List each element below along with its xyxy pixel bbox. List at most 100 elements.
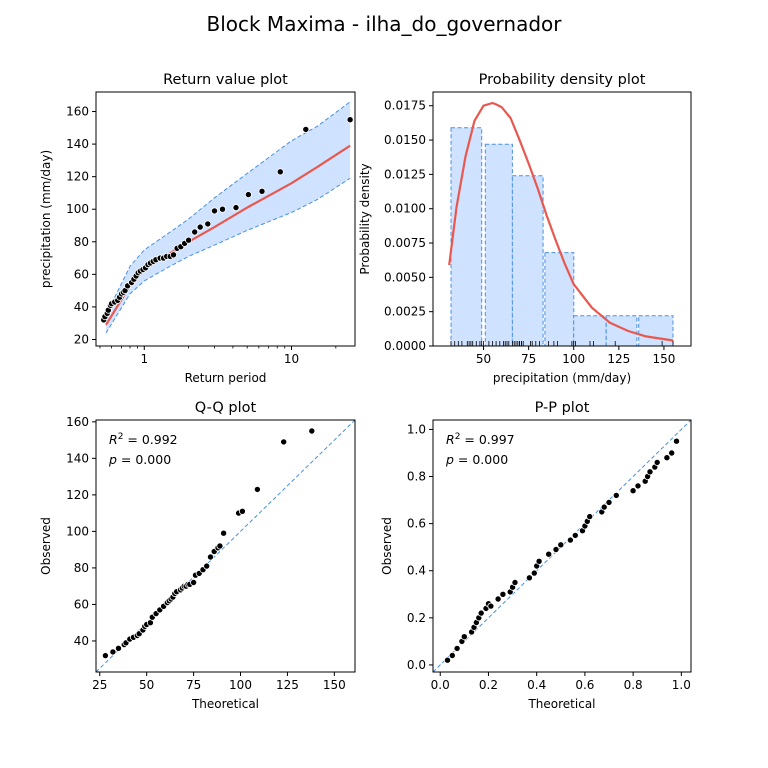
- data-point: [668, 449, 676, 457]
- data-point: [499, 590, 507, 598]
- y-tick-label: 0.0: [407, 658, 426, 672]
- panel-return: Return value plot 1 10 20 40 60 80 100 120 140 160…: [39, 72, 356, 385]
- data-point: [612, 491, 620, 499]
- data-point: [308, 427, 316, 435]
- x-tick-label: 1.0: [672, 678, 691, 692]
- y-tick-label: 0.0075: [384, 236, 426, 250]
- pdf-line: [448, 101, 674, 342]
- x-tick-label: 150: [323, 678, 346, 692]
- p-annotation: p = 0.000: [108, 452, 171, 467]
- x-axis-label: Return period: [185, 371, 267, 385]
- data-point: [605, 498, 613, 506]
- data-point: [276, 168, 284, 176]
- data-point: [238, 507, 246, 515]
- y-tick-label: 1.0: [407, 422, 426, 436]
- data-point: [346, 116, 354, 124]
- panel-title: Probability density plot: [479, 72, 646, 88]
- x-tick-label: 0.2: [479, 678, 498, 692]
- y-tick-label: 0.0025: [384, 305, 426, 319]
- r2-value: = 0.997: [460, 432, 514, 447]
- data-point: [115, 644, 123, 652]
- data-point: [653, 458, 661, 466]
- histogram-bar: [544, 252, 575, 346]
- data-point: [545, 550, 553, 558]
- y-tick-label: 120: [66, 170, 89, 184]
- r2-superscript: 2: [455, 432, 461, 442]
- data-point: [185, 236, 193, 244]
- y-tick-label: 160: [66, 105, 89, 119]
- figure-title: Block Maxima - ilha_do_governador: [206, 12, 562, 36]
- plot-area: [96, 420, 355, 672]
- x-tick-label: 100: [562, 352, 585, 366]
- data-point: [673, 437, 681, 445]
- y-tick-label: 40: [74, 300, 89, 314]
- plot-area: [448, 101, 674, 346]
- axes-frame: [95, 419, 356, 673]
- p-annotation: p = 0.000: [445, 452, 508, 467]
- y-tick-label: 120: [66, 488, 89, 502]
- r2-value: = 0.992: [123, 432, 177, 447]
- x-tick-label: 0.8: [624, 678, 643, 692]
- reference-line: [96, 420, 355, 672]
- panel-qq: Q-Q plot R2 = 0.992 p = 0.000 25 50 75 100 125 1…: [39, 400, 356, 711]
- y-tick-label: 140: [66, 137, 89, 151]
- ci-upper-line: [105, 101, 351, 316]
- y-tick-label: 20: [74, 332, 89, 346]
- data-point: [220, 529, 228, 537]
- y-tick-label: 100: [66, 202, 89, 216]
- data-point: [210, 207, 218, 215]
- y-axis-label: Observed: [380, 517, 394, 575]
- y-tick-label: 0.0100: [384, 202, 426, 216]
- chart-panels: Return value plot 1 10 20 40 60 80 100 120 140 160…: [39, 72, 692, 711]
- data-point: [557, 541, 565, 549]
- y-tick-label: 60: [74, 267, 89, 281]
- y-tick-label: 0.0000: [384, 339, 426, 353]
- panel-title: P-P plot: [535, 400, 590, 416]
- data-point: [477, 609, 485, 617]
- data-point: [216, 542, 224, 550]
- y-axis-label: precipitation (mm/day): [39, 150, 53, 288]
- x-axis-label: precipitation (mm/day): [493, 371, 631, 385]
- x-tick-label: 10: [284, 352, 299, 366]
- data-point: [206, 553, 214, 561]
- data-point: [460, 633, 468, 641]
- ci-lower-line: [105, 177, 351, 334]
- data-point: [232, 204, 240, 212]
- y-tick-label: 0.2: [407, 611, 426, 625]
- histogram-bar: [450, 127, 483, 346]
- x-tick-label: 0.0: [431, 678, 450, 692]
- data-point: [448, 652, 456, 660]
- y-tick-label: 80: [74, 561, 89, 575]
- x-axis-label: Theoretical: [527, 697, 595, 711]
- r2-annotation: R2 = 0.997: [446, 432, 515, 447]
- y-tick-label: 100: [66, 524, 89, 538]
- x-axis-label: Theoretical: [191, 697, 259, 711]
- data-point: [302, 125, 310, 133]
- x-tick-label: 125: [276, 678, 299, 692]
- plot-area: [100, 101, 354, 334]
- histogram-bar: [484, 143, 513, 346]
- y-tick-label: 0.4: [407, 564, 426, 578]
- histogram-bar: [511, 175, 544, 346]
- x-tick-label: 50: [476, 352, 491, 366]
- data-point: [586, 513, 594, 521]
- r2-symbol: R: [446, 432, 455, 447]
- data-point: [600, 503, 608, 511]
- p-value: = 0.000: [454, 452, 508, 467]
- y-tick-label: 0.6: [407, 517, 426, 531]
- data-point: [487, 602, 495, 610]
- data-point: [530, 569, 538, 577]
- data-point: [511, 579, 519, 587]
- data-point: [443, 656, 451, 664]
- data-point: [196, 223, 204, 231]
- data-point: [571, 531, 579, 539]
- y-tick-label: 160: [66, 415, 89, 429]
- x-tick-label: 0.4: [527, 678, 546, 692]
- y-tick-label: 0.0150: [384, 133, 426, 147]
- data-point: [109, 648, 117, 656]
- data-point: [258, 187, 266, 195]
- data-point: [218, 205, 226, 213]
- x-tick-label: 125: [607, 352, 630, 366]
- r2-symbol: R: [109, 432, 118, 447]
